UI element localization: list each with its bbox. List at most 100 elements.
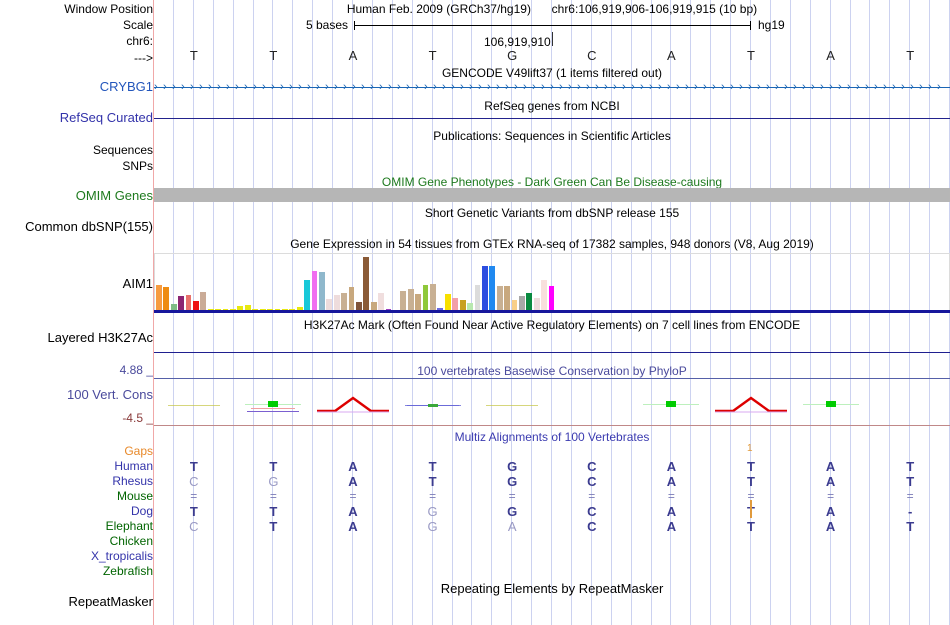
gtex-tissue-bar[interactable] [504,286,510,312]
label-species-x-tropicalis[interactable]: X_tropicalis [90,549,153,563]
label-sequences[interactable]: Sequences [92,143,153,157]
gtex-tissue-bar[interactable] [526,293,533,312]
gtex-tissue-bar[interactable] [333,295,340,312]
gtex-tissue-bar[interactable] [163,287,170,312]
track-title-gencode: GENCODE V49lift37 (1 items filtered out) [441,66,663,80]
label-refseq-curated[interactable]: RefSeq Curated [59,110,153,125]
gene-strand-arrow-icon: › [559,81,563,93]
gtex-tissue-bar[interactable] [496,286,503,312]
gtex-tissue-bar[interactable] [474,285,481,312]
gtex-tissue-bar[interactable] [459,299,466,312]
track-title-refseq: RefSeq genes from NCBI [484,99,620,113]
gtex-tissue-bar[interactable] [341,293,347,312]
label-species-zebrafish[interactable]: Zebrafish [102,564,153,578]
gtex-tissue-bar[interactable] [363,257,370,312]
alignment-base-rhesus: G [268,474,279,489]
label-species-rhesus[interactable]: Rhesus [112,474,153,488]
gtex-tissue-bar[interactable] [326,298,333,312]
label-omim-genes[interactable]: OMIM Genes [75,188,153,203]
gene-strand-arrow-icon: › [388,81,392,93]
label-common-dbsnp[interactable]: Common dbSNP(155) [25,219,153,234]
track-title-multiz: Multiz Alignments of 100 Vertebrates [454,430,650,444]
gtex-tissue-bar[interactable] [467,302,473,312]
label-species-chicken[interactable]: Chicken [109,534,153,548]
gtex-tissue-bar[interactable] [370,301,377,312]
label-gtex-aim1[interactable]: AIM1 [122,276,153,291]
gtex-tissue-bar[interactable] [511,299,518,312]
gtex-tissue-bar[interactable] [489,266,496,312]
label-species-dog[interactable]: Dog [130,504,153,518]
omim-gene-bar[interactable] [154,188,950,202]
gtex-tissue-bar[interactable] [548,286,555,312]
gtex-tissue-bar[interactable] [400,291,407,312]
gtex-tissue-bar[interactable] [193,300,199,312]
gtex-tissue-bar[interactable] [244,304,251,312]
gtex-tissue-bar[interactable] [541,279,547,312]
gene-strand-arrow-icon: › [532,81,536,93]
alignment-base-dog: C [587,504,597,519]
gtex-tissue-bar[interactable] [444,294,451,312]
gtex-tissue-bar[interactable] [481,266,488,312]
alignment-base-rhesus: A [825,474,836,489]
label-snps[interactable]: SNPs [122,159,153,173]
position-text[interactable]: chr6:106,919,906-106,919,915 (10 bp) [551,2,758,16]
gene-strand-arrow-icon: › [550,81,554,93]
label-repeatmasker[interactable]: RepeatMasker [68,594,153,609]
label-100-vert-cons[interactable]: 100 Vert. Cons [67,387,153,402]
phylop-conservation-track[interactable] [154,379,950,425]
gtex-tissue-bar[interactable] [185,295,192,312]
label-species-mouse[interactable]: Mouse [116,489,153,503]
gtex-expression-chart[interactable] [154,253,950,312]
alignment-base-dog: T [269,504,278,519]
label-layered-h3k27ac[interactable]: Layered H3K27Ac [47,330,153,345]
gene-strand-arrow-icon: › [460,81,464,93]
conservation-positive-mark [427,404,438,407]
gtex-tissue-bar[interactable] [200,292,207,312]
gene-strand-arrow-icon: › [757,81,761,93]
alignment-base-rhesus: A [348,474,358,489]
label-species-elephant[interactable]: Elephant [105,519,153,533]
gtex-tissue-bar[interactable] [430,284,436,312]
conservation-peak-shape [317,396,389,413]
gtex-tissue-bar[interactable] [237,305,244,312]
gene-strand-arrow-icon: › [838,81,842,93]
alignment-base-rhesus: T [428,474,437,489]
gtex-tissue-bar[interactable] [437,307,444,312]
gtex-tissue-bar[interactable] [178,296,185,312]
gene-strand-arrow-icon: › [514,81,518,93]
label-species-human[interactable]: Human [114,459,153,473]
gtex-tissue-bar[interactable] [422,285,429,312]
gene-strand-arrow-icon: › [685,81,689,93]
gtex-tissue-bar[interactable] [348,287,355,312]
gtex-tissue-bar[interactable] [378,293,385,312]
gene-strand-arrow-icon: › [271,81,275,93]
gene-strand-arrow-icon: › [442,81,446,93]
gene-strand-arrow-icon: › [631,81,635,93]
gtex-tissue-bar[interactable] [170,303,177,312]
track-data-area[interactable]: Human Feb. 2009 (GRCh37/hg19) chr6:106,9… [154,0,950,625]
gtex-tissue-bar[interactable] [296,306,303,312]
gene-strand-arrow-icon: › [901,81,905,93]
alignment-base-human: G [507,459,518,474]
gene-strand-arrow-icon: › [154,81,158,93]
gtex-tissue-bar[interactable] [452,297,459,312]
sequence-base: T [189,48,198,63]
gene-track-crybg1[interactable]: › › › › › › › › › › › › › › › › › › › › › › › › › › › › › › › › › › › › › › › ›… [154,81,950,93]
gtex-tissue-bar[interactable] [415,294,422,312]
alignment-base-human: T [269,459,278,474]
gtex-tissue-bar[interactable] [304,279,310,312]
gtex-tissue-bar[interactable] [156,285,162,312]
gtex-tissue-bar[interactable] [518,296,525,312]
gene-strand-arrow-icon: › [334,81,338,93]
gtex-tissue-bar[interactable] [318,271,325,312]
gtex-tissue-bar[interactable] [356,301,362,312]
label-species-gaps[interactable]: Gaps [124,444,153,458]
gene-strand-arrow-icon: › [289,81,293,93]
gtex-tissue-bar[interactable] [311,270,318,312]
gtex-tissue-bar[interactable] [407,289,414,312]
alignment-base-mouse: = [429,489,437,503]
label-gene-crybg1[interactable]: CRYBG1 [99,79,153,94]
gtex-tissue-bar[interactable] [533,297,540,312]
label-window-position: Window Position [64,2,153,16]
